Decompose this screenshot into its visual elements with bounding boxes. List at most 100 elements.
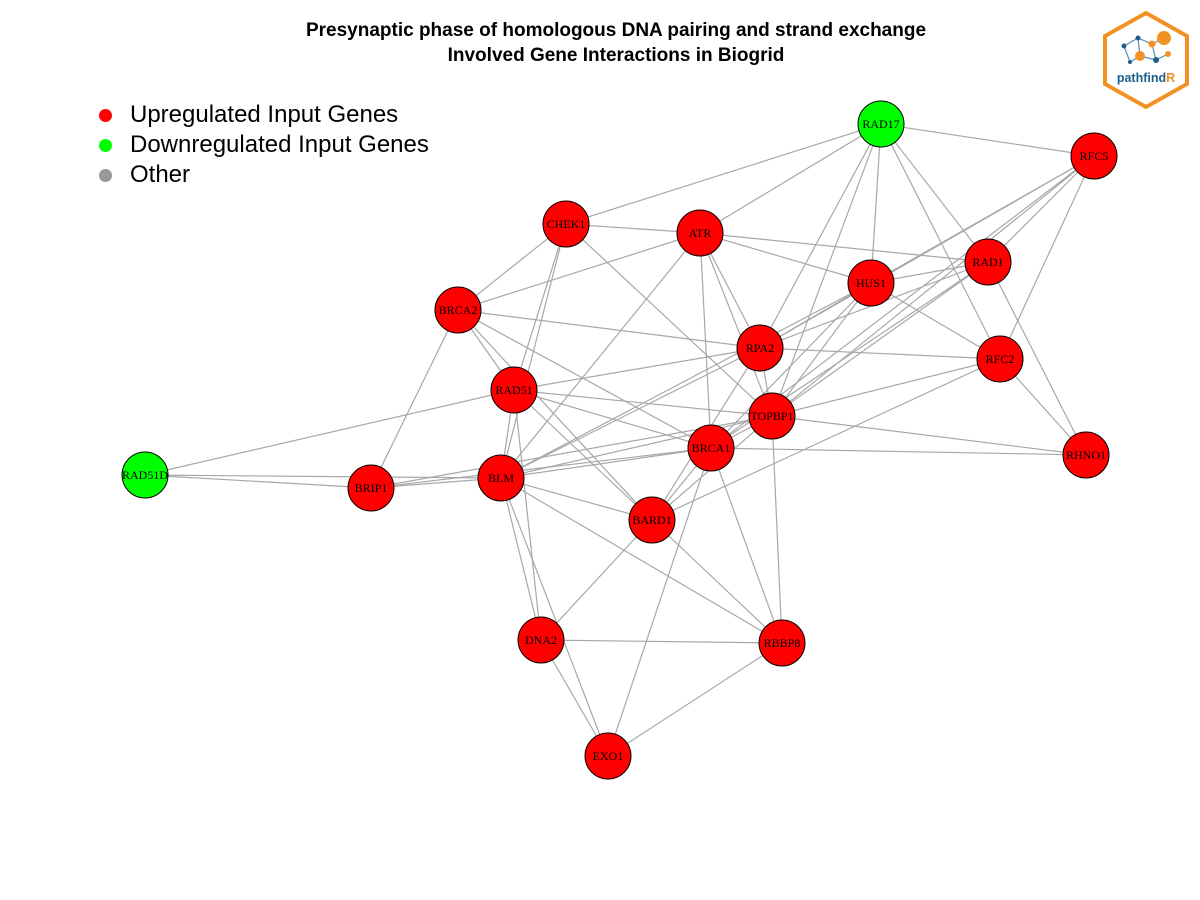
edge-rfc2-topbp1	[771, 358, 1001, 417]
edge-topbp1-rbbp8	[771, 415, 783, 644]
node-label-rad51: RAD51	[495, 383, 532, 397]
edge-hus1-topbp1	[771, 282, 872, 417]
node-brca2: BRCA2	[434, 286, 482, 334]
figure-title: Presynaptic phase of homologous DNA pair…	[305, 20, 927, 41]
node-circle-brca2	[434, 286, 482, 334]
edge-rfc5-rad1	[987, 155, 1095, 263]
edge-bard1-dna2	[540, 519, 653, 641]
node-dna2: DNA2	[517, 616, 565, 664]
legend-label-upregulated: Upregulated Input Genes	[130, 101, 399, 128]
node-label-rad51d: RAD51D	[122, 468, 168, 482]
node-rbbp8: RBBP8	[758, 619, 806, 667]
edge-rad51-bard1	[513, 389, 653, 521]
edge-rpa2-rfc2	[759, 347, 1001, 360]
legend: Upregulated Input Genes Downregulated In…	[96, 100, 429, 190]
legend-item-downregulated: Downregulated Input Genes	[96, 130, 429, 160]
legend-dot-downregulated	[99, 138, 112, 152]
edge-brca2-brip1	[370, 309, 459, 489]
edge-rad1-topbp1	[771, 261, 989, 417]
node-circle-rad17	[857, 100, 905, 148]
node-label-exo1: EXO1	[593, 749, 624, 763]
edge-brca1-rhno1	[710, 447, 1087, 456]
edge-atr-brca1	[699, 232, 712, 449]
node-circle-rfc2	[976, 335, 1024, 383]
node-rfc2: RFC2	[976, 335, 1024, 383]
edge-hus1-rfc2	[870, 282, 1001, 360]
nodes-layer: RAD17 RFC5 CHEK1 ATR RAD1 HUS1 BRCA2 RPA2 RFC2 RA…	[121, 100, 1118, 780]
node-rad17: RAD17	[857, 100, 905, 148]
node-label-topbp1: TOPBP1	[750, 409, 793, 423]
edge-rad17-rfc2	[880, 123, 1001, 360]
node-label-blm: BLM	[488, 471, 514, 485]
node-circle-rfc5	[1070, 132, 1118, 180]
logo-text: pathfind	[1117, 71, 1166, 85]
edge-rfc5-topbp1	[771, 155, 1095, 417]
legend-item-other: Other	[96, 160, 429, 190]
node-label-chek1: CHEK1	[547, 217, 586, 231]
node-label-rad17: RAD17	[862, 117, 899, 131]
edge-dna2-rbbp8	[540, 639, 783, 644]
node-circle-hus1	[847, 259, 895, 307]
node-rfc5: RFC5	[1070, 132, 1118, 180]
edge-rad1-rhno1	[987, 261, 1087, 456]
pathfindr-logo: pathfindR	[1103, 10, 1189, 110]
node-brip1: BRIP1	[347, 464, 395, 512]
edge-rfc5-rfc2	[999, 155, 1095, 360]
node-circle-chek1	[542, 200, 590, 248]
edge-rbbp8-exo1	[607, 642, 783, 757]
node-rpa2: RPA2	[736, 324, 784, 372]
node-exo1: EXO1	[584, 732, 632, 780]
edge-atr-topbp1	[699, 232, 773, 417]
edge-brca2-bard1	[457, 309, 653, 521]
edge-rad17-rpa2	[759, 123, 882, 349]
edge-hus1-blm	[500, 282, 872, 479]
legend-dot-other	[99, 168, 112, 182]
edge-atr-hus1	[699, 232, 872, 284]
edge-brca1-exo1	[607, 447, 712, 757]
node-blm: BLM	[477, 454, 525, 502]
node-atr: ATR	[676, 209, 724, 257]
node-rad51: RAD51	[490, 366, 538, 414]
edge-rad17-hus1	[870, 123, 882, 284]
node-label-rfc2: RFC2	[986, 352, 1015, 366]
node-label-hus1: HUS1	[856, 276, 886, 290]
node-circle-rad51	[490, 366, 538, 414]
node-label-rfc5: RFC5	[1080, 149, 1109, 163]
node-label-rad1: RAD1	[972, 255, 1003, 269]
node-bard1: BARD1	[628, 496, 676, 544]
edge-rad17-chek1	[565, 123, 882, 225]
edge-blm-bard1	[500, 477, 653, 521]
edge-blm-exo1	[500, 477, 609, 757]
edge-blm-dna2	[500, 477, 542, 641]
edge-atr-blm	[500, 232, 701, 479]
legend-item-upregulated: Upregulated Input Genes	[96, 100, 429, 130]
node-circle-rhno1	[1062, 431, 1110, 479]
node-circle-bard1	[628, 496, 676, 544]
node-label-brca2: BRCA2	[439, 303, 478, 317]
edge-rad51-rad51d	[144, 389, 515, 476]
edge-rad51d-blm	[144, 474, 502, 479]
edge-bard1-rbbp8	[651, 519, 783, 644]
edge-topbp1-rhno1	[771, 415, 1087, 456]
edge-rad17-rfc5	[880, 123, 1095, 157]
edge-rad51d-brip1	[144, 474, 372, 489]
node-circle-blm	[477, 454, 525, 502]
legend-label-downregulated: Downregulated Input Genes	[130, 131, 429, 158]
edge-hus1-brca1	[710, 282, 872, 449]
edges-layer	[144, 123, 1095, 757]
node-circle-topbp1	[748, 392, 796, 440]
node-circle-brip1	[347, 464, 395, 512]
edge-brca1-rbbp8	[710, 447, 783, 644]
edge-rad51-brca1	[513, 389, 712, 449]
node-circle-rpa2	[736, 324, 784, 372]
edge-rad51-topbp1	[513, 389, 773, 417]
edge-chek1-rad51	[513, 223, 567, 391]
edge-blm-rbbp8	[500, 477, 783, 644]
edge-brca2-rpa2	[457, 309, 761, 349]
edge-rad51-dna2	[513, 389, 542, 641]
node-label-brca1: BRCA1	[692, 441, 731, 455]
node-chek1: CHEK1	[542, 200, 590, 248]
node-label-rpa2: RPA2	[746, 341, 774, 355]
